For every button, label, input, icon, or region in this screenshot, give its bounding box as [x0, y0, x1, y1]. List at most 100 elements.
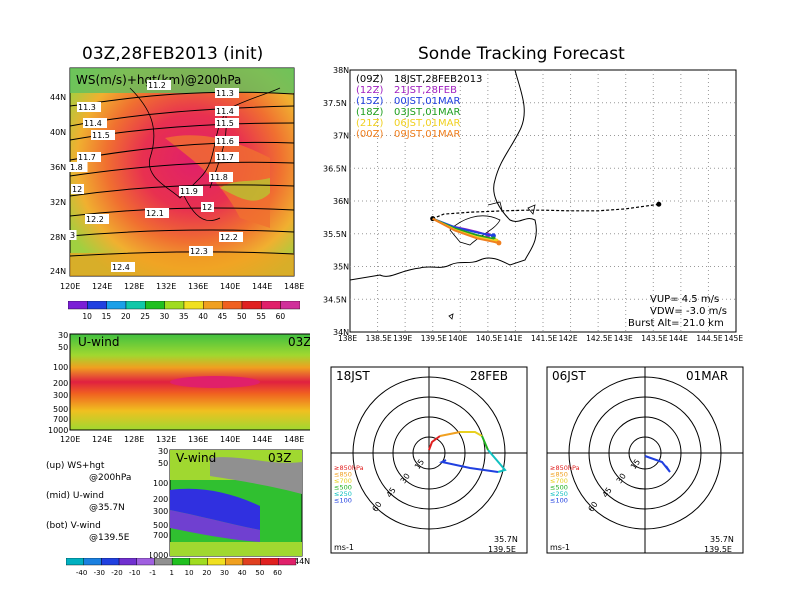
hodo-level-label: ≤700: [334, 477, 352, 485]
track-lon-label: 138E: [338, 334, 357, 343]
track-end-marker: [496, 240, 502, 246]
ws-colorbar-swatch: [145, 301, 165, 310]
ws-lon-label: 128E: [124, 282, 144, 291]
track-panel: (09Z) 18JST,28FEB2013 (12Z) 21JST,28FEB (15Z…: [323, 66, 743, 343]
v-pressure-label: 30: [158, 447, 168, 456]
ws-colorbar-tick: 50: [237, 312, 247, 321]
bottom-colorbar-swatch: [118, 558, 137, 566]
ws-contour-label: 12.4: [112, 263, 130, 272]
hodo-trace: [428, 435, 441, 451]
ws-lon-label: 144E: [252, 282, 272, 291]
hodo-level-label: ≤100: [334, 497, 352, 505]
track-lat-label: 35.5N: [323, 230, 347, 239]
hodo-level-label: ≤100: [550, 497, 568, 505]
hodo-time: 06JST: [552, 369, 586, 383]
u-lon-label: 148E: [284, 435, 304, 444]
track-line: [432, 217, 500, 244]
track-lon-label: 139.5E: [421, 334, 447, 343]
u-pressure-label: 100: [53, 363, 68, 372]
u-pressure-label: 500: [53, 405, 68, 414]
ws-colorbar-swatch: [222, 301, 243, 310]
left-title: 03Z,28FEB2013 (init): [82, 44, 264, 64]
ws-colorbar-swatch: [203, 301, 223, 310]
ws-lon-label: 136E: [188, 282, 208, 291]
track-lon-label: 141E: [503, 334, 522, 343]
ws-contour-label: 11.7: [78, 153, 96, 162]
ws-lat-label: 24N: [50, 267, 66, 276]
ws-colorbar-tick: 10: [82, 312, 92, 321]
bottom-colorbar-swatch: [83, 558, 102, 566]
hodo-lon: 139.5E: [488, 545, 516, 554]
track-lon-label: 144.5E: [696, 334, 722, 343]
hodo-unit: ms-1: [550, 543, 570, 552]
u-pressure-label: 200: [53, 379, 68, 388]
track-lat-label: 38N: [333, 66, 349, 75]
ws-contour-label: 12.1: [146, 209, 164, 218]
hodo-date: 01MAR: [686, 369, 728, 383]
bottom-colorbar-tick: 10: [185, 569, 194, 577]
track-legend-code: (00Z): [356, 129, 383, 140]
hodo-level-label: ≥850hPa: [334, 464, 364, 472]
hodo-level-label: ≥850hPa: [550, 464, 580, 472]
ws-contour-label: 11.8: [210, 173, 228, 182]
bottom-colorbar-swatch: [260, 558, 279, 566]
u-lon-label: 120E: [60, 435, 80, 444]
bottom-colorbar-swatch: [66, 558, 84, 566]
ws-colorbar-swatch: [68, 301, 88, 310]
note-up: (up) WS+hgt: [46, 461, 105, 471]
u-lon-label: 124E: [92, 435, 112, 444]
bottom-colorbar-tick: 40: [238, 569, 247, 577]
v-pressure-label: 300: [153, 507, 168, 516]
ws-colorbar: 10 15 20 25 30 35 40 45 50 55 60: [68, 301, 300, 321]
note-bot-level: @139.5E: [89, 533, 130, 543]
ws-contour-label: 11.3: [216, 89, 234, 98]
track-legend-time: 21JST,28FEB: [394, 85, 457, 96]
bottom-colorbar-tick: 1: [170, 569, 174, 577]
ws-colorbar-swatch: [164, 301, 185, 310]
ws-colorbar-swatch: [106, 301, 127, 310]
ws-contour-label: 11.7: [216, 153, 234, 162]
track-lon-label: 138.5E: [366, 334, 392, 343]
v-pressure-label: 200: [153, 495, 168, 504]
vdw-text: VDW= -3.0 m/s: [650, 306, 727, 317]
u-lon-label: 144E: [252, 435, 272, 444]
hodo-trace: [439, 459, 499, 473]
hodo-lon: 139.5E: [704, 545, 732, 554]
hodograph-left: 18JST 28FEB15304560≥850hPa≤850≤700≤500≤25…: [330, 366, 528, 554]
bottom-colorbar-swatch: [154, 558, 173, 566]
hodo-trace: [460, 431, 483, 437]
bottom-colorbar-swatch: [136, 558, 155, 566]
legend-notes: (up) WS+hgt @200hPa (mid) U-wind @35.7N …: [46, 460, 131, 544]
ws-contour-label: 3: [70, 231, 75, 240]
hodo-trace: [644, 455, 671, 473]
ws-contour-label: 12: [72, 185, 82, 194]
track-lon-label: 142E: [559, 334, 578, 343]
v-pressure-label: 1000: [150, 551, 168, 560]
track-lon-label: 144E: [669, 334, 688, 343]
ws-contour-label: 11.5: [92, 131, 110, 140]
track-lat-label: 34N: [333, 328, 349, 337]
u-pressure-label: 30: [58, 331, 68, 340]
ws-contour-label: 1.8: [70, 163, 83, 172]
track-legend-time: 03JST,01MAR: [394, 107, 461, 118]
track-legend-code: (15Z): [356, 96, 383, 107]
note-mid-level: @35.7N: [89, 503, 125, 513]
ws-lon-label: 132E: [156, 282, 176, 291]
ws-contour-label: 11.5: [216, 119, 234, 128]
bottom-colorbar-swatch: [278, 558, 297, 566]
ws-contour-label: 11.6: [216, 137, 234, 146]
burst-text: Burst Alt= 21.0 km: [628, 318, 724, 329]
ws-colorbar-swatch: [261, 301, 281, 310]
ws-colorbar-swatch: [125, 301, 146, 310]
ws-colorbar-swatch: [241, 301, 262, 310]
track-lon-label: 141.5E: [531, 334, 557, 343]
hodo-trace: [439, 431, 461, 437]
bottom-colorbar-tick: -40: [76, 569, 87, 577]
coastline: [349, 69, 537, 281]
bottom-colorbar-tick: 50: [255, 569, 264, 577]
ws-lon-label: 148E: [284, 282, 304, 291]
ws-colorbar-tick: 25: [140, 312, 150, 321]
hodo-lat: 35.7N: [710, 535, 734, 544]
